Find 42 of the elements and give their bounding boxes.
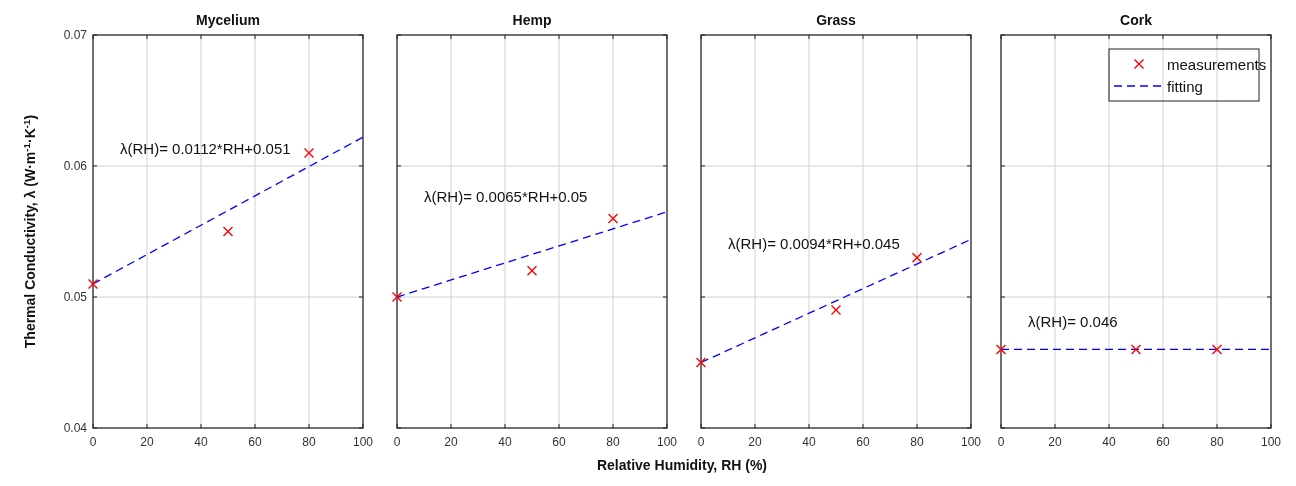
y-tick-label: 0.07	[63, 28, 88, 42]
legend-label: fitting	[1167, 77, 1203, 95]
x-tick-label: 40	[498, 435, 512, 449]
x-tick-label: 100	[960, 435, 982, 449]
y-tick-label: 0.04	[63, 421, 88, 435]
point	[222, 226, 234, 237]
annotation: λ(RH)= 0.0065*RH+0.05	[424, 187, 588, 205]
chart-title: Grass	[816, 12, 857, 28]
x-tick-label: 60	[1156, 435, 1170, 449]
annotation: λ(RH)= 0.046	[1028, 313, 1118, 331]
chart-title: Hemp	[512, 12, 552, 28]
point	[87, 278, 99, 290]
x-tick-label: 20	[748, 435, 762, 449]
x-tick-label: 60	[856, 435, 870, 449]
annotation: λ(RH)= 0.0112*RH+0.051	[120, 140, 291, 158]
x-tick-label: 60	[248, 435, 262, 449]
chart-title: Cork	[1120, 12, 1153, 28]
x-tick-label: 20	[444, 435, 458, 449]
y-tick-label: 0.06	[63, 159, 88, 173]
x-tick-label: 0	[89, 435, 97, 449]
annotation: λ(RH)= 0.0094*RH+0.045	[728, 234, 900, 252]
x-tick-label: 80	[302, 435, 316, 449]
x-tick-label: 60	[552, 435, 566, 449]
x-tick-label: 100	[1260, 435, 1282, 449]
x-tick-label: 100	[352, 435, 374, 449]
x-tick-label: 80	[910, 435, 924, 449]
x-tick-label: 40	[1102, 435, 1116, 449]
y-tick-label: 0.05	[63, 290, 88, 304]
x-tick-label: 40	[194, 435, 208, 449]
x-tick-label: 0	[697, 435, 705, 449]
x-tick-label: 20	[140, 435, 154, 449]
legend-label: measurements	[1167, 55, 1267, 73]
point	[303, 147, 315, 159]
x-axis-title: Relative Humidity, RH (%)	[596, 457, 768, 473]
x-tick-label: 0	[997, 435, 1005, 449]
x-tick-label: 0	[393, 435, 401, 449]
x-tick-label: 40	[802, 435, 816, 449]
x-tick-label: 80	[1210, 435, 1224, 449]
x-tick-label: 20	[1048, 435, 1062, 449]
chart-title: Mycelium	[196, 12, 260, 28]
x-tick-label: 80	[606, 435, 620, 449]
x-tick-label: 100	[656, 435, 678, 449]
